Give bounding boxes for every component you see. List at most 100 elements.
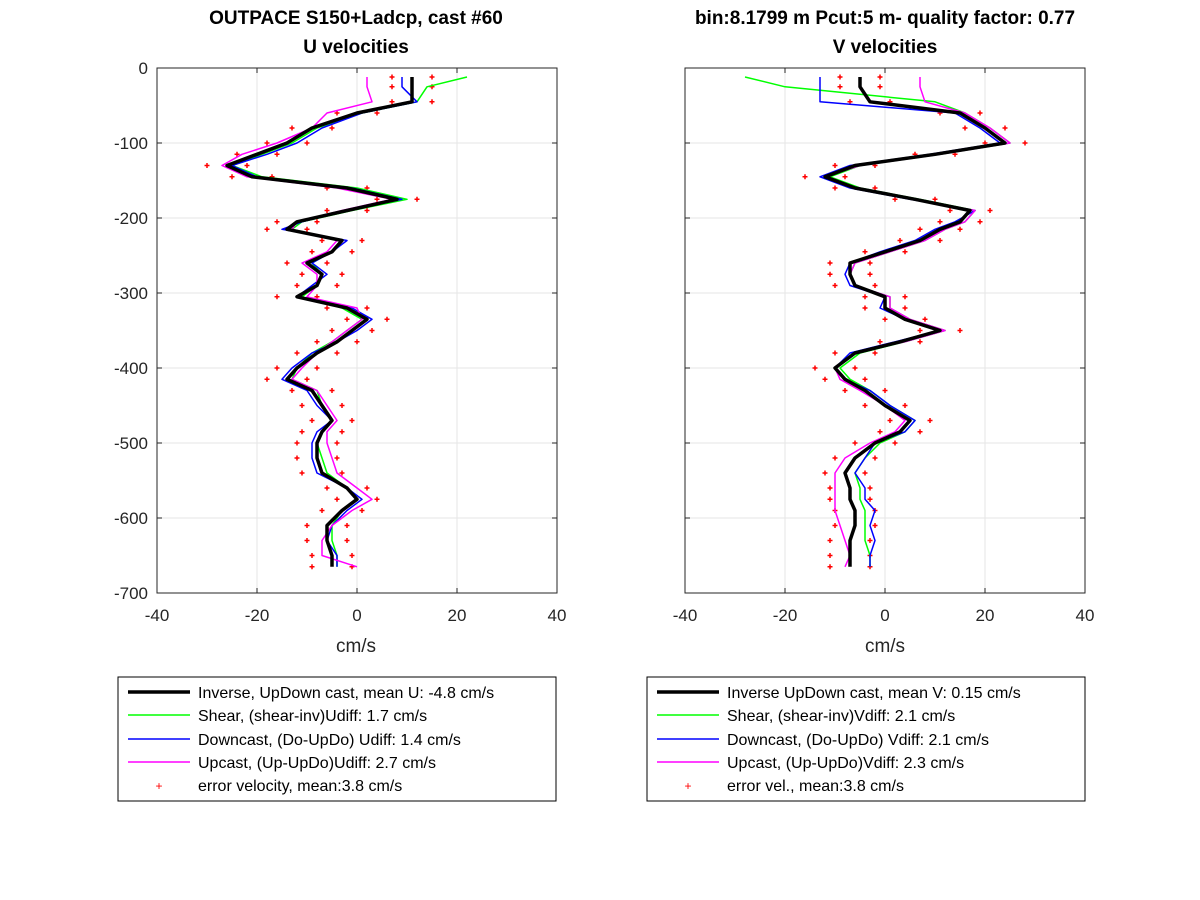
left-legend-error: error velocity, mean:3.8 cm/s: [198, 778, 402, 795]
u-error-marker: [429, 74, 435, 80]
v-error-marker: [802, 174, 808, 180]
left-legend-downcast: Downcast, (Do-UpDo) Udiff: 1.4 cm/s: [198, 732, 461, 749]
v-error-marker: [927, 418, 933, 423]
u-ytick-label: -400: [114, 359, 148, 378]
v-error-marker: [932, 196, 938, 202]
u-error-markers: [204, 74, 435, 570]
u-error-marker: [334, 110, 340, 116]
v-error-marker: [957, 328, 963, 333]
right-legend-downcast: Downcast, (Do-UpDo) Vdiff: 2.1 cm/s: [727, 732, 989, 749]
u-error-marker: [344, 316, 350, 322]
u-error-marker: [324, 305, 330, 311]
u-plot-lines: [204, 74, 468, 570]
u-error-marker: [309, 553, 315, 558]
left-legend-inverse: Inverse, UpDown cast, mean U: -4.8 cm/s: [198, 685, 494, 702]
u-error-marker: [309, 564, 315, 570]
u-ytick-label: -700: [114, 584, 148, 603]
u-error-marker: [274, 151, 280, 157]
v-error-marker: [917, 328, 923, 333]
v-error-marker: [937, 219, 943, 225]
right-legend: + Inverse UpDown cast, mean V: 0.15 cm/s…: [646, 676, 1086, 802]
v-error-marker: [862, 249, 868, 255]
v-error-marker: [827, 271, 833, 277]
v-series-inverse: [823, 77, 1007, 567]
v-error-marker: [852, 365, 858, 371]
u-error-marker: [274, 219, 280, 225]
v-error-marker: [827, 553, 833, 558]
u-error-marker: [354, 339, 360, 345]
u-ytick-label: -100: [114, 134, 148, 153]
u-xtick-label: -40: [145, 606, 170, 625]
u-error-marker: [339, 403, 345, 408]
u-error-marker: [274, 294, 280, 300]
u-error-marker: [319, 238, 325, 243]
u-error-marker: [389, 99, 395, 105]
u-error-marker: [414, 196, 420, 202]
u-ytick-label: -200: [114, 209, 148, 228]
u-error-marker: [304, 538, 310, 543]
v-error-marker: [977, 219, 983, 225]
u-error-marker: [339, 470, 345, 476]
v-error-marker: [867, 485, 873, 491]
v-error-marker: [892, 196, 898, 202]
u-error-marker: [429, 99, 435, 105]
v-error-marker: [852, 440, 858, 446]
u-error-marker: [364, 485, 370, 491]
u-error-marker: [229, 174, 235, 180]
v-error-marker: [882, 316, 888, 322]
v-error-marker: [862, 403, 868, 408]
u-error-marker: [324, 208, 330, 213]
right-legend-box: [646, 676, 1086, 802]
u-error-marker: [349, 553, 355, 558]
u-error-marker: [299, 271, 305, 277]
v-error-marker: [867, 260, 873, 266]
v-error-marker: [827, 564, 833, 570]
u-ytick-label: -500: [114, 434, 148, 453]
v-error-marker: [862, 305, 868, 311]
u-xtick-label: -20: [245, 606, 270, 625]
u-ytick-label: 0: [139, 59, 148, 78]
u-error-marker: [369, 328, 375, 333]
v-error-marker: [917, 226, 923, 232]
left-legend-swatch-error: +: [155, 779, 162, 793]
u-error-marker: [339, 271, 345, 277]
u-error-marker: [234, 151, 240, 157]
u-error-marker: [364, 305, 370, 311]
v-error-marker: [827, 485, 833, 491]
v-error-marker: [822, 376, 828, 382]
u-error-marker: [284, 260, 290, 266]
u-error-marker: [384, 316, 390, 322]
u-error-marker: [329, 388, 335, 393]
v-error-marker: [837, 84, 843, 90]
u-error-marker: [294, 350, 300, 356]
right-xlabel: cm/s: [865, 636, 905, 657]
u-error-marker: [329, 328, 335, 333]
u-xtick-label: 20: [448, 606, 467, 625]
v-error-marker: [987, 208, 993, 213]
u-error-marker: [374, 196, 380, 202]
u-error-marker: [314, 219, 320, 225]
v-error-marker: [902, 305, 908, 311]
v-error-marker: [1002, 125, 1008, 131]
v-error-marker: [882, 388, 888, 393]
u-error-marker: [339, 429, 345, 435]
v-error-marker: [922, 316, 928, 322]
u-error-marker: [349, 418, 355, 423]
v-xtick-label: 0: [880, 606, 889, 625]
v-error-marker: [977, 110, 983, 116]
v-error-marker: [872, 455, 878, 461]
right-legend-shear: Shear, (shear-inv)Vdiff: 2.1 cm/s: [727, 708, 955, 725]
v-error-marker: [887, 418, 893, 423]
left-legend-upcast: Upcast, (Up-UpDo)Udiff: 2.7 cm/s: [198, 755, 436, 772]
v-error-marker: [872, 350, 878, 356]
v-error-marker: [902, 403, 908, 408]
u-error-marker: [244, 163, 250, 168]
v-velocity-plot: -40 -20 0 20 40: [673, 67, 1094, 625]
v-error-marker: [1022, 140, 1028, 146]
u-error-marker: [374, 110, 380, 116]
u-error-marker: [389, 74, 395, 80]
v-error-marker: [837, 74, 843, 80]
left-legend-shear: Shear, (shear-inv)Udiff: 1.7 cm/s: [198, 708, 427, 725]
u-error-marker: [294, 440, 300, 446]
v-error-marker: [862, 470, 868, 476]
